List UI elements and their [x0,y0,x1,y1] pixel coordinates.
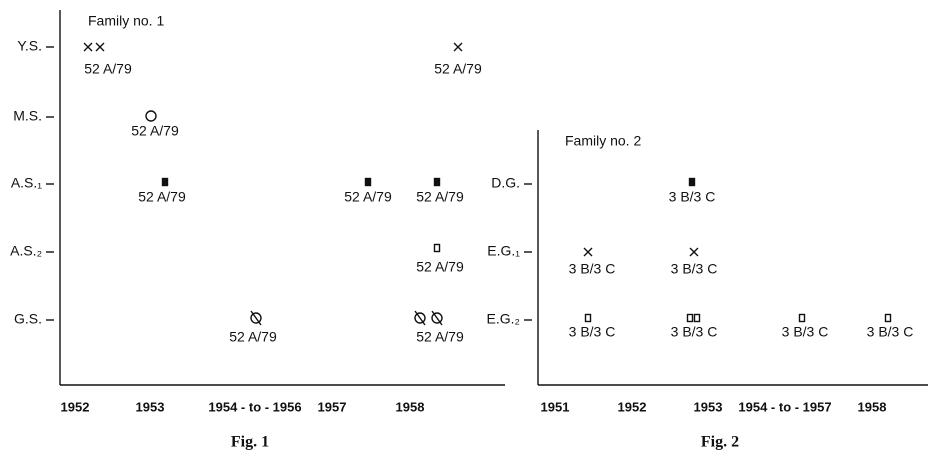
slash [414,310,426,326]
point-label: 52 A/79 [416,259,464,275]
point-label: 52 A/79 [131,123,179,139]
slashed-circle-symbol [250,312,262,324]
cross-symbol [583,247,593,257]
figure-title: Family no. 2 [565,133,641,149]
cross-symbol [689,247,699,257]
row-label: E.G.₁ [487,243,520,259]
row-label: E.G.₂ [487,311,520,327]
point-label: 52 A/79 [416,329,464,345]
row-label: G.S. [14,311,42,327]
cross-symbol [83,42,93,52]
slashed-circle-symbol [431,312,443,324]
filled-square-symbol [364,177,372,187]
point-label: 52 A/79 [416,189,464,205]
point-label: 3 B/3 C [782,324,829,340]
cross-symbol [453,42,463,52]
slash [250,310,262,326]
column-label: 1952 [61,399,90,414]
figure-caption: Fig. 1 [231,434,269,451]
row-label: A.S.₂ [10,243,42,259]
filled-square-symbol [688,177,696,187]
open-square-symbol [584,313,592,323]
column-label: 1953 [136,399,165,414]
point-label: 3 B/3 C [671,324,718,340]
open-square-symbol [884,313,892,323]
open-square-symbol [798,313,806,323]
row-label: D.G. [491,175,520,191]
point-label: 3 B/3 C [671,261,718,277]
open-square-symbol [686,313,694,323]
figure-title: Family no. 1 [88,13,164,29]
slash [431,310,443,326]
cross-symbol [95,42,105,52]
column-label: 1954 - to - 1957 [738,399,831,414]
point-label: 3 B/3 C [569,324,616,340]
circle-symbol [145,110,157,122]
column-label: 1957 [318,399,347,414]
column-label: 1954 - to - 1956 [208,399,301,414]
point-label: 52 A/79 [229,329,277,345]
row-label: A.S.₁ [11,175,42,191]
slashed-circle-symbol [414,312,426,324]
figure-caption: Fig. 2 [701,434,739,451]
filled-square-symbol [161,177,169,187]
point-label: 3 B/3 C [867,324,914,340]
point-label: 52 A/79 [138,189,186,205]
row-label: M.S. [13,108,42,124]
point-label: 3 B/3 C [669,189,716,205]
column-label: 1951 [541,399,570,414]
row-label: Y.S. [17,38,42,54]
point-label: 52 A/79 [344,189,392,205]
open-square-symbol [433,243,441,253]
open-square-symbol [693,313,701,323]
column-label: 1952 [618,399,647,414]
point-label: 52 A/79 [434,61,482,77]
column-label: 1958 [858,399,887,414]
filled-square-symbol [433,177,441,187]
point-label: 3 B/3 C [569,261,616,277]
column-label: 1958 [396,399,425,414]
column-label: 1953 [694,399,723,414]
point-label: 52 A/79 [84,61,132,77]
